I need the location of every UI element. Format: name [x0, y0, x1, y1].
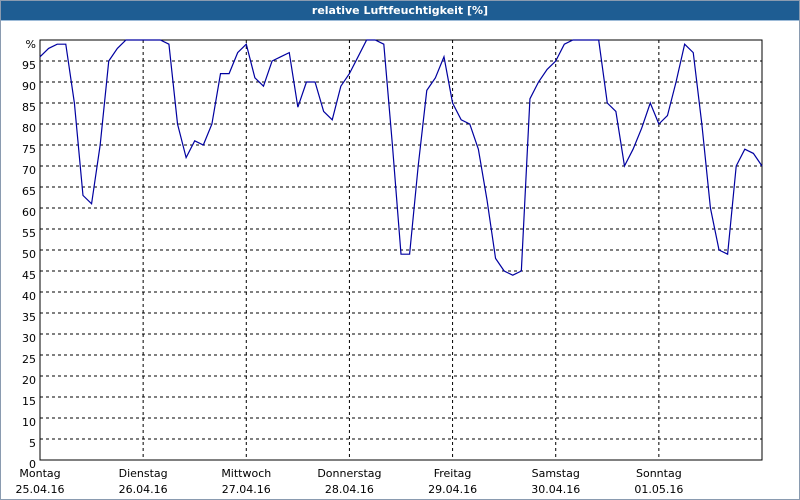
x-tick-date: 28.04.16: [325, 483, 374, 496]
y-tick-label: 55: [22, 227, 36, 240]
y-tick-label: 0: [29, 458, 36, 471]
y-tick-label: 25: [22, 353, 36, 366]
y-tick-label: 10: [22, 416, 36, 429]
x-tick-label: Montag: [19, 467, 60, 480]
x-tick-date: 29.04.16: [428, 483, 477, 496]
x-tick-date: 25.04.16: [16, 483, 65, 496]
x-tick-label: Donnerstag: [317, 467, 381, 480]
y-tick-label: 5: [29, 437, 36, 450]
y-tick-label: 20: [22, 374, 36, 387]
x-tick-date: 27.04.16: [222, 483, 271, 496]
x-tick-date: 30.04.16: [531, 483, 580, 496]
x-tick-label: Samstag: [532, 467, 580, 480]
title-bar: [1, 1, 799, 20]
x-tick-label: Freitag: [434, 467, 472, 480]
y-tick-label: 65: [22, 185, 36, 198]
y-tick-label: 15: [22, 395, 36, 408]
y-tick-label: 50: [22, 248, 36, 261]
x-tick-date: 26.04.16: [119, 483, 168, 496]
data-line: [39, 39, 763, 276]
y-tick-label: 75: [22, 143, 36, 156]
x-tick-label: Sonntag: [636, 467, 682, 480]
x-tick-date: 01.05.16: [634, 483, 683, 496]
y-tick-label: 40: [22, 290, 36, 303]
y-tick-label: 60: [22, 206, 36, 219]
x-tick-label: Mittwoch: [221, 467, 271, 480]
y-tick-label: %: [26, 38, 36, 51]
chart-title: relative Luftfeuchtigkeit [%]: [312, 4, 488, 17]
y-tick-label: 35: [22, 311, 36, 324]
y-tick-label: 45: [22, 269, 36, 282]
y-tick-label: 80: [22, 122, 36, 135]
y-tick-label: 85: [22, 101, 36, 114]
x-tick-label: Dienstag: [119, 467, 168, 480]
y-tick-label: 70: [22, 164, 36, 177]
y-tick-label: 95: [22, 59, 36, 72]
y-tick-label: 90: [22, 80, 36, 93]
y-tick-label: 30: [22, 332, 36, 345]
